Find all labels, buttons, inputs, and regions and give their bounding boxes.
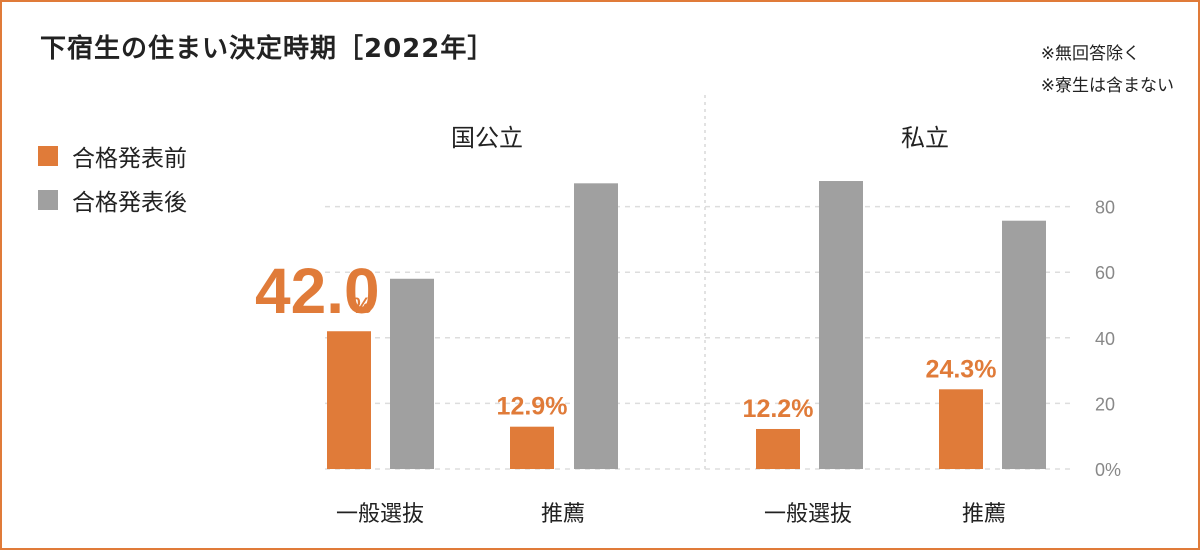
category-label-1: 推薦 [541,501,585,526]
category-label-2: 一般選抜 [764,501,852,526]
note-dorm: ※寮生は含まない [1040,76,1174,96]
bar-before-3 [939,389,983,469]
group-label-0: 国公立 [451,125,523,152]
bar-after-2 [819,181,863,470]
legend-swatch-before [38,146,58,166]
bar-after-3 [1002,220,1046,469]
bar-after-1 [574,183,618,469]
chart-notes: ※無回答除く ※寮生は含まない [1041,38,1174,102]
y-tick-label-0: 0% [1095,460,1121,480]
y-tick-label-20: 20 [1095,394,1115,414]
note-no-answer: ※無回答除く [1040,44,1140,64]
data-label-0-unit: % [352,293,372,318]
legend-label-before: 合格発表前 [72,146,187,172]
data-label-1: 12.9% [497,393,568,421]
category-label-3: 推薦 [962,501,1006,526]
data-label-3: 24.3% [926,355,997,383]
legend-swatch-after [38,190,58,210]
legend: 合格発表前 合格発表後 [38,134,187,222]
data-label-2: 12.2% [743,395,814,423]
bar-before-2 [756,428,800,469]
y-tick-label-40: 40 [1095,329,1115,349]
bar-before-1 [510,426,554,469]
chart-title: 下宿生の住まい決定時期［2022年］ [40,34,495,64]
legend-item-before: 合格発表前 [38,134,187,178]
data-label-0: 42.0 [255,255,380,327]
y-tick-label-60: 60 [1095,263,1115,283]
legend-label-after: 合格発表後 [72,190,187,216]
y-tick-label-80: 80 [1095,198,1115,218]
legend-item-after: 合格発表後 [38,178,187,222]
bar-after-0 [390,278,434,469]
group-label-1: 私立 [901,125,949,152]
bar-before-0 [327,331,371,469]
category-label-0: 一般選抜 [336,501,424,526]
